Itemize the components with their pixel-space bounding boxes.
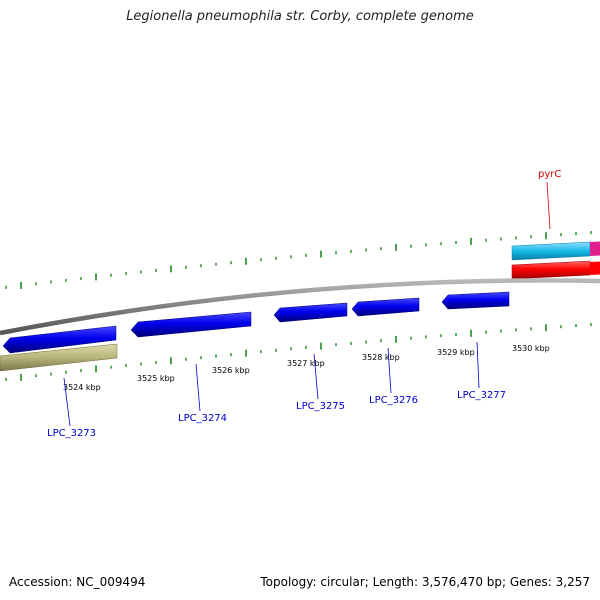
leader-pyrC bbox=[546, 181, 551, 230]
tick-label-3529: 3529 kbp bbox=[437, 348, 475, 357]
tick-labels: 3524 kbp 3525 kbp 3526 kbp 3527 kbp 3528… bbox=[63, 344, 550, 392]
map-title: Legionella pneumophila str. Corby, compl… bbox=[126, 9, 474, 24]
accession-text: Accession: NC_009494 bbox=[9, 575, 146, 589]
gene-label-pyrC[interactable]: pyrC bbox=[538, 169, 561, 180]
tick-label-3527: 3527 kbp bbox=[287, 359, 325, 368]
leader-LPC_3276 bbox=[387, 347, 392, 394]
leader-LPC_3277 bbox=[476, 341, 480, 389]
gene-arrow-LPC_3277[interactable] bbox=[441, 291, 510, 310]
gene-label-LPC_3276[interactable]: LPC_3276 bbox=[369, 395, 418, 406]
cyan-feature[interactable] bbox=[511, 241, 591, 261]
tick-label-3530: 3530 kbp bbox=[512, 344, 550, 353]
gene-arrow-LPC_3274[interactable] bbox=[130, 311, 252, 338]
genome-stats-text: Topology: circular; Length: 3,576,470 bp… bbox=[260, 575, 590, 589]
gene-arrow-LPC_3276[interactable] bbox=[351, 297, 420, 317]
genome-backbone bbox=[0, 278, 600, 336]
forward-strand-features bbox=[511, 241, 600, 280]
gene-arrow-LPC_3275[interactable] bbox=[273, 302, 348, 323]
gene-label-LPC_3277[interactable]: LPC_3277 bbox=[457, 390, 506, 401]
gene-arrow-LPC_3273[interactable] bbox=[2, 325, 117, 354]
tick-label-3525: 3525 kbp bbox=[137, 374, 175, 383]
tick-label-3524: 3524 kbp bbox=[63, 383, 101, 392]
gene-label-leaders bbox=[63, 181, 551, 427]
gene-labels: LPC_3273 LPC_3274 LPC_3275 LPC_3276 LPC_… bbox=[47, 169, 561, 439]
olive-feature[interactable] bbox=[0, 343, 118, 372]
leader-LPC_3275 bbox=[313, 353, 319, 400]
red-feature-continuation[interactable] bbox=[590, 261, 600, 276]
magenta-feature[interactable] bbox=[590, 241, 600, 257]
leader-LPC_3273 bbox=[63, 377, 71, 427]
outer-tick-track bbox=[5, 231, 592, 289]
gene-label-LPC_3275[interactable]: LPC_3275 bbox=[296, 401, 345, 412]
leader-LPC_3274 bbox=[195, 363, 201, 412]
inner-tick-track bbox=[5, 323, 592, 381]
gene-label-LPC_3274[interactable]: LPC_3274 bbox=[178, 413, 227, 424]
tick-label-3528: 3528 kbp bbox=[362, 353, 400, 362]
gene-label-LPC_3273[interactable]: LPC_3273 bbox=[47, 428, 96, 439]
tick-label-3526: 3526 kbp bbox=[212, 366, 250, 375]
gene-arrow-pyrC[interactable] bbox=[511, 260, 591, 280]
reverse-strand-features bbox=[0, 291, 510, 372]
